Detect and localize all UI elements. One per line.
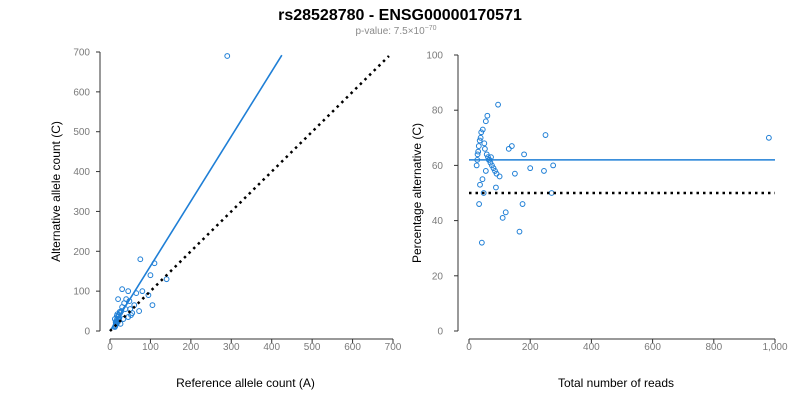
chart-title: rs28528780 - ENSG00000170571 [278, 7, 522, 24]
data-point [474, 151, 481, 158]
data-point [125, 288, 132, 295]
data-point [149, 302, 156, 308]
data-point [541, 168, 547, 174]
y-tick-label: 200 [73, 247, 90, 258]
data-point [483, 151, 490, 158]
data-point [484, 112, 491, 119]
data-point [139, 288, 146, 295]
data-point [482, 168, 489, 174]
data-point [476, 201, 482, 207]
data-point [473, 162, 480, 169]
x-axis-label: Reference allele count (A) [176, 376, 315, 390]
y-axis-label: Percentage alternative (C) [410, 123, 424, 263]
data-point [119, 286, 126, 293]
percentage-panel: 0 200 400 600 800 1,000 0 20 40 60 80 100 Total numb… [410, 51, 788, 391]
y-tick-label: 40 [432, 216, 444, 227]
x-tick-label: 0 [466, 342, 472, 353]
y-tick-label: 400 [73, 167, 90, 178]
x-tick-label: 1,000 [762, 342, 787, 353]
data-point [495, 101, 501, 108]
x-tick-label: 200 [522, 342, 539, 353]
x-tick-label: 100 [142, 342, 159, 353]
x-tick-label: 200 [183, 342, 200, 353]
data-point [475, 143, 482, 149]
p-value-text: p-value: 7.5×10 [355, 26, 425, 37]
data-point [512, 170, 518, 177]
data-point [502, 209, 509, 216]
data-point [519, 201, 526, 207]
data-point [527, 165, 534, 172]
p-value-exponent: −70 [425, 25, 437, 32]
fit-line [109, 54, 283, 332]
data-point [477, 134, 484, 141]
data-point [113, 317, 120, 324]
x-tick-label: 800 [705, 342, 722, 353]
data-point [499, 214, 506, 221]
data-point [478, 239, 485, 246]
data-point [516, 228, 523, 235]
data-point [493, 184, 499, 191]
data-point [505, 145, 512, 152]
y-tick-label: 20 [432, 271, 444, 282]
data-point [496, 173, 503, 180]
data-point [163, 276, 170, 283]
y-tick-label: 500 [73, 127, 90, 138]
x-tick-label: 400 [583, 342, 600, 353]
data-point [481, 140, 488, 147]
y-tick-label: 100 [426, 51, 443, 62]
y-axis-label: Alternative allele count (C) [49, 121, 63, 262]
data-point [548, 190, 555, 196]
x-tick-label: 600 [644, 342, 661, 353]
data-point [137, 256, 144, 263]
data-point [224, 53, 231, 59]
x-tick-label: 700 [385, 342, 402, 353]
y-tick-label: 700 [73, 48, 90, 59]
data-point [550, 162, 557, 169]
data-point [128, 312, 134, 318]
data-point [478, 129, 485, 136]
x-tick-label: 600 [344, 342, 361, 353]
reference-line [109, 55, 390, 332]
y-tick-label: 0 [84, 327, 90, 338]
data-point [477, 181, 483, 188]
allele-count-panel: 0 100 200 300 400 500 600 700 0 100 200 300 400 500 60… [49, 48, 402, 391]
x-tick-label: 0 [107, 342, 113, 353]
x-tick-label: 400 [263, 342, 280, 353]
data-point [765, 134, 772, 141]
data-point [136, 308, 143, 314]
data-point [115, 296, 121, 303]
data-point [479, 176, 486, 183]
data-point [482, 145, 488, 152]
y-tick-label: 100 [73, 287, 90, 298]
y-tick-label: 600 [73, 87, 90, 98]
data-point [542, 132, 549, 138]
data-point [147, 272, 154, 279]
y-tick-label: 80 [432, 106, 444, 117]
data-point [480, 190, 487, 196]
data-point [482, 118, 489, 125]
data-point [508, 143, 515, 149]
y-tick-label: 60 [432, 161, 444, 172]
y-tick-label: 0 [437, 327, 443, 338]
data-point [521, 151, 527, 158]
y-tick-label: 300 [73, 207, 90, 218]
x-axis-label: Total number of reads [558, 376, 674, 390]
data-point [476, 137, 483, 144]
p-value-label: p-value: 7.5×10−70 [355, 25, 436, 37]
data-point [475, 148, 482, 155]
x-tick-label: 300 [223, 342, 240, 353]
x-tick-label: 500 [304, 342, 321, 353]
